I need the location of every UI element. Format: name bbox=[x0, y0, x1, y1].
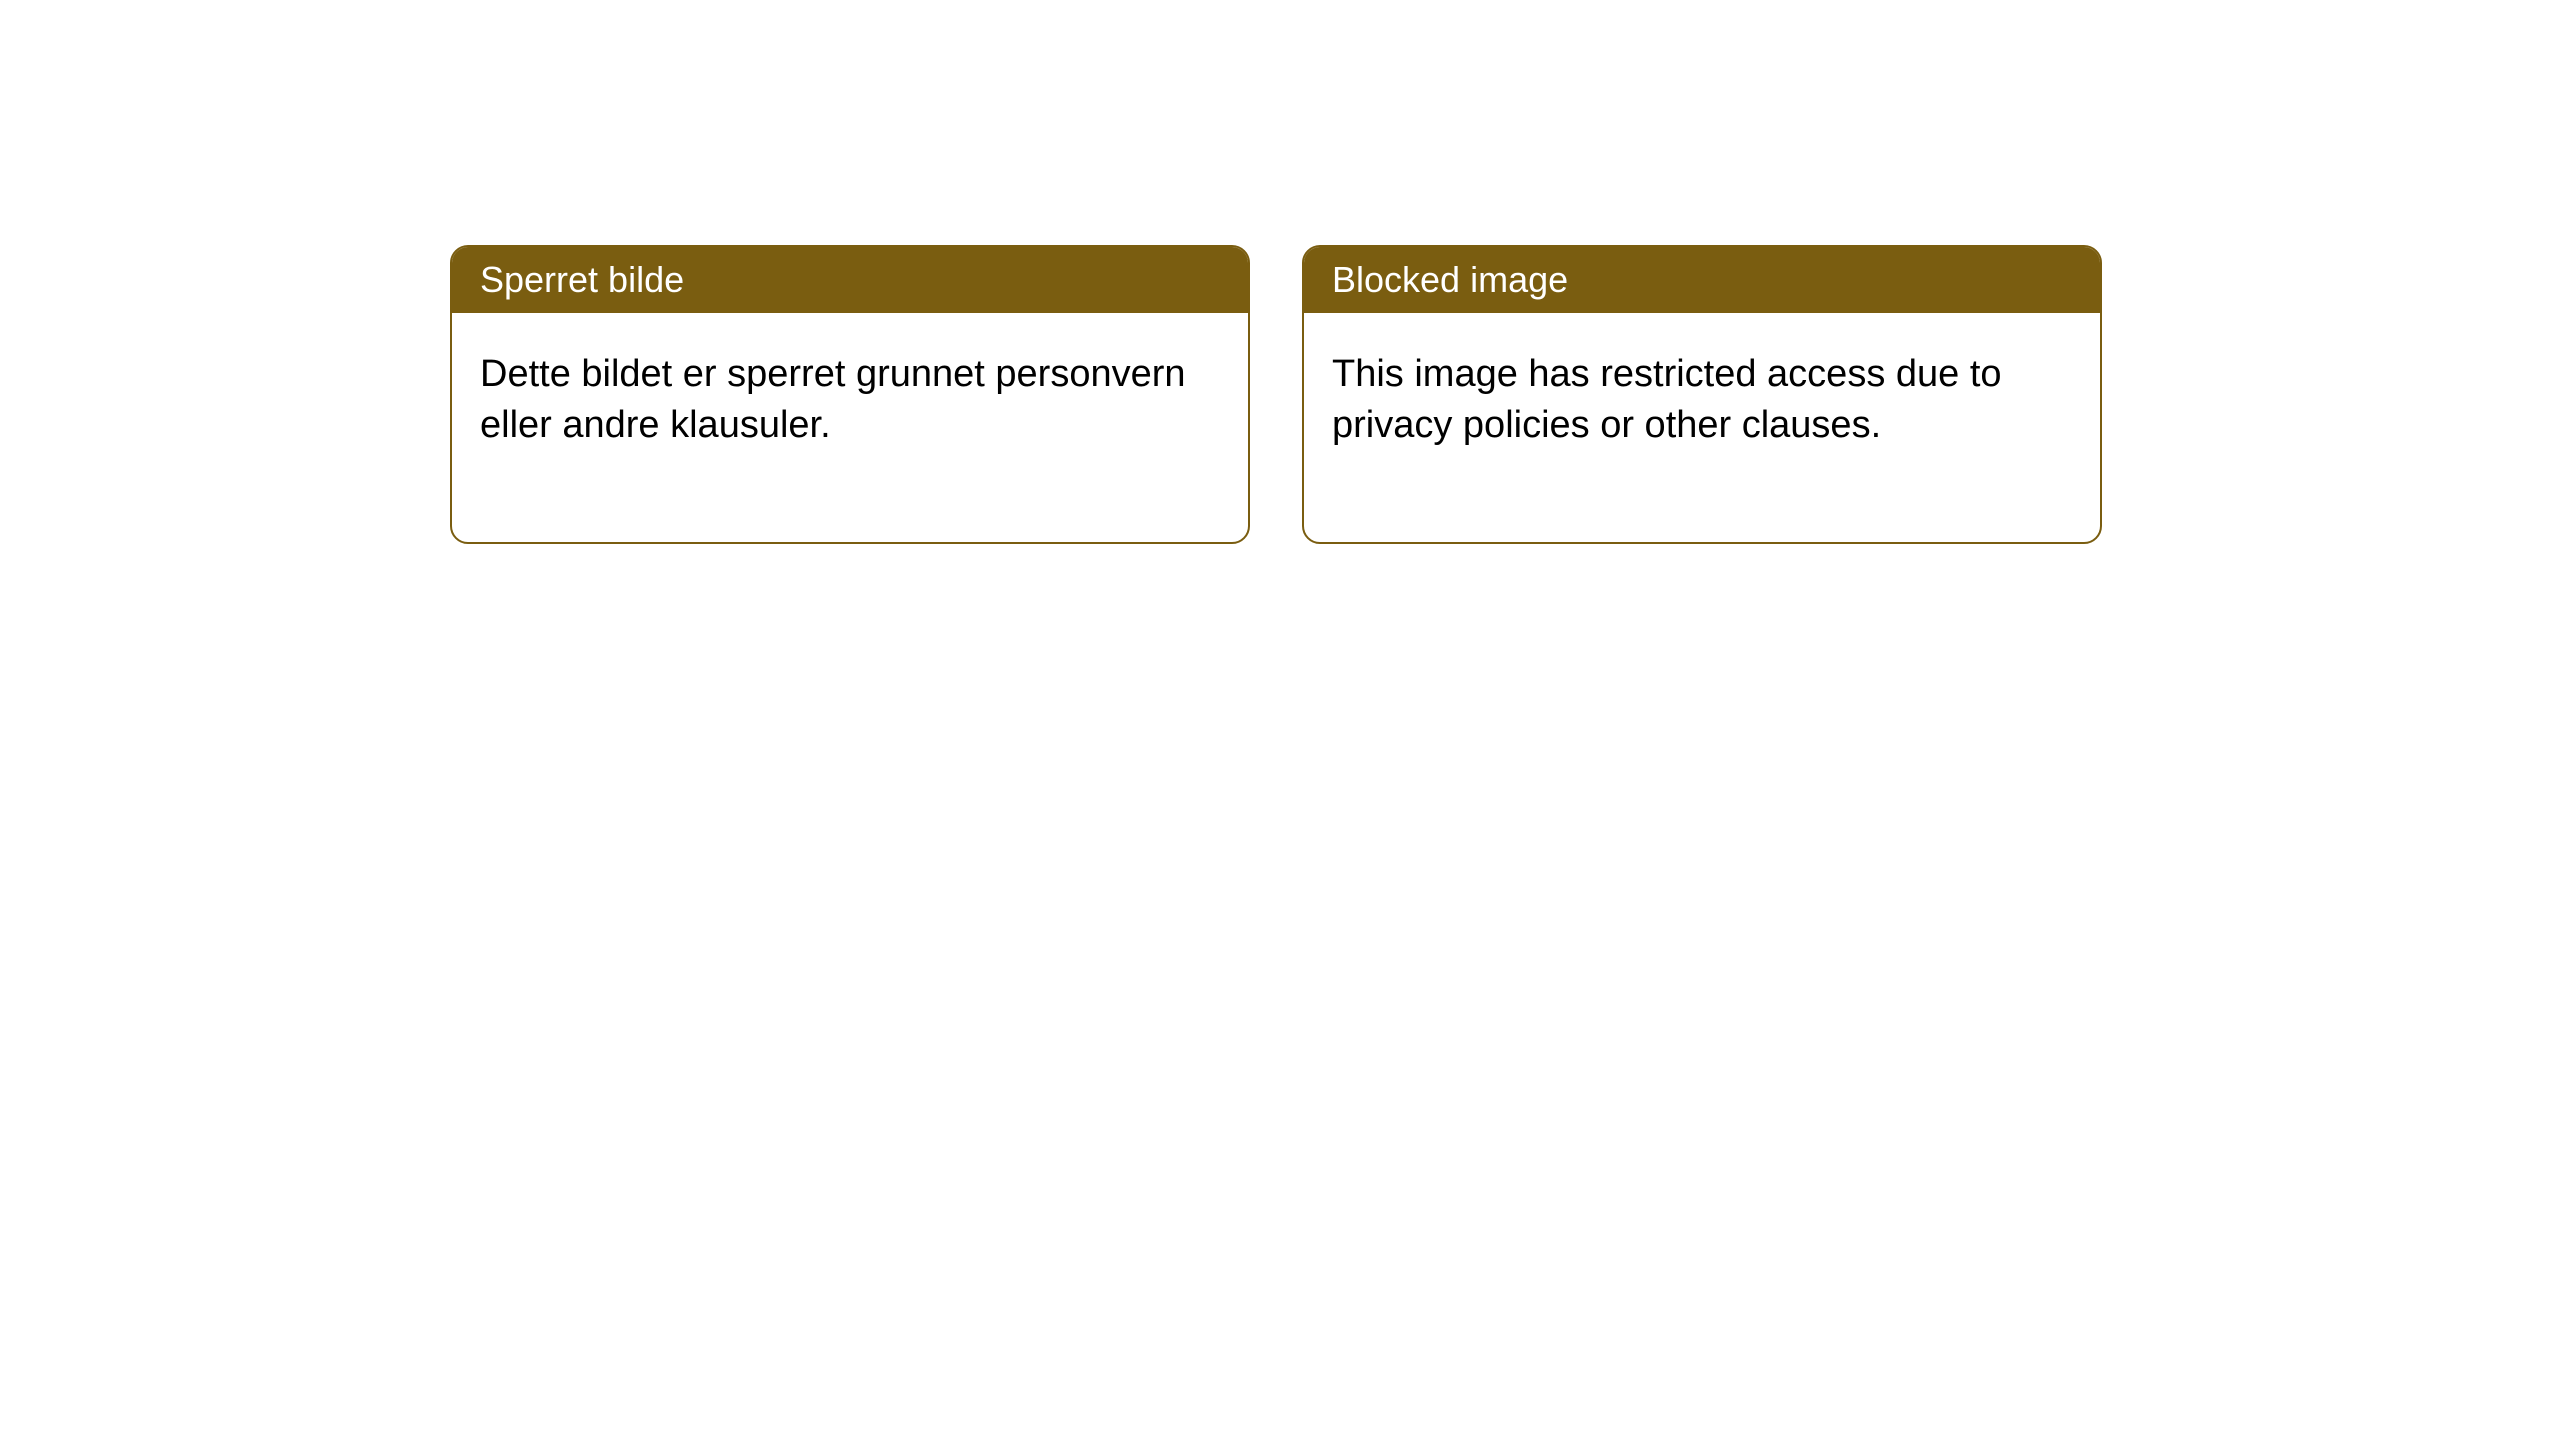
notice-body-norwegian: Dette bildet er sperret grunnet personve… bbox=[452, 313, 1248, 542]
notice-container: Sperret bilde Dette bildet er sperret gr… bbox=[450, 245, 2102, 544]
notice-title-norwegian: Sperret bilde bbox=[452, 247, 1248, 313]
notice-title-english: Blocked image bbox=[1304, 247, 2100, 313]
notice-body-english: This image has restricted access due to … bbox=[1304, 313, 2100, 542]
notice-card-norwegian: Sperret bilde Dette bildet er sperret gr… bbox=[450, 245, 1250, 544]
notice-card-english: Blocked image This image has restricted … bbox=[1302, 245, 2102, 544]
